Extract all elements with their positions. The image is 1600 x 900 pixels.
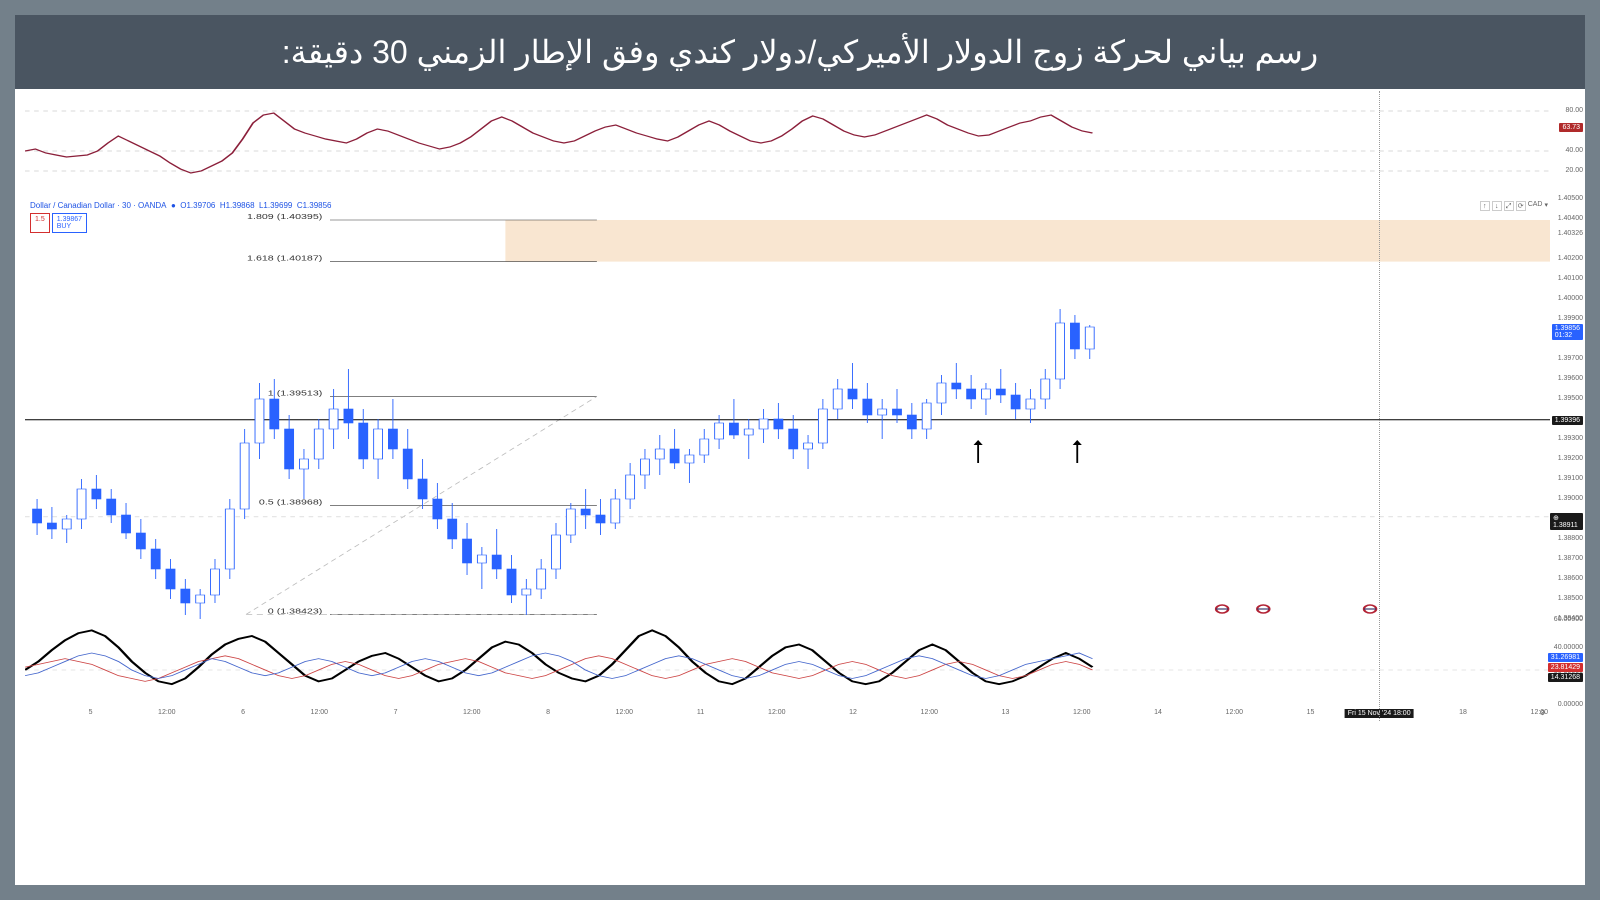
- buy-sell-controls: 1.5 1.39867BUY: [30, 213, 87, 233]
- rsi-y-axis: 20.0040.0080.0063.73: [1550, 91, 1585, 191]
- arrow-down-icon[interactable]: ↓: [1492, 201, 1502, 211]
- buy-button[interactable]: 1.39867BUY: [52, 213, 87, 233]
- svg-text:1 (1.39513): 1 (1.39513): [268, 389, 323, 397]
- chart-frame: رسم بياني لحركة زوج الدولار الأميركي/دول…: [15, 15, 1585, 885]
- oscillator-chart: [25, 619, 1550, 704]
- panel-controls: ↑ ↓ ⤢ ⟳ CAD ▾: [1480, 201, 1548, 211]
- candlestick-chart[interactable]: 1.809 (1.40395) 1.618 (1.40187) 1 (1.39513…: [25, 199, 1550, 619]
- page-title: رسم بياني لحركة زوج الدولار الأميركي/دول…: [15, 15, 1585, 89]
- dropdown-icon[interactable]: ▾: [1544, 201, 1548, 211]
- oscillator-panel: [25, 619, 1550, 704]
- price-y-axis[interactable]: 1.384001.385001.386001.387001.388001.389…: [1550, 199, 1585, 619]
- rsi-line-chart: [25, 91, 1550, 191]
- crosshair-vertical: [1379, 91, 1380, 721]
- price-panel[interactable]: Dollar / Canadian Dollar · 30 · OANDA ● …: [25, 199, 1550, 619]
- expand-icon[interactable]: ⤢: [1504, 201, 1514, 211]
- sell-button[interactable]: 1.5: [30, 213, 50, 233]
- time-axis[interactable]: 512:00612:00712:00812:001112:001212:0013…: [25, 707, 1550, 727]
- instrument-label: Dollar / Canadian Dollar · 30 · OANDA ● …: [30, 201, 332, 210]
- osc-y-axis: 0.0000020.0000040.0000060.0000031.269812…: [1550, 619, 1585, 704]
- settings-icon[interactable]: ⚙: [1539, 709, 1545, 717]
- refresh-icon[interactable]: ⟳: [1516, 201, 1526, 211]
- svg-text:0 (1.38423): 0 (1.38423): [268, 607, 323, 615]
- svg-text:1.809 (1.40395): 1.809 (1.40395): [247, 213, 322, 221]
- rsi-panel: [25, 91, 1550, 191]
- svg-text:0.5 (1.38968): 0.5 (1.38968): [259, 498, 322, 506]
- chart-area: 20.0040.0080.0063.73 Dollar / Canadian D…: [15, 89, 1585, 879]
- currency-label[interactable]: CAD: [1528, 201, 1543, 211]
- svg-text:1.618 (1.40187): 1.618 (1.40187): [247, 254, 322, 262]
- arrow-up-icon[interactable]: ↑: [1480, 201, 1490, 211]
